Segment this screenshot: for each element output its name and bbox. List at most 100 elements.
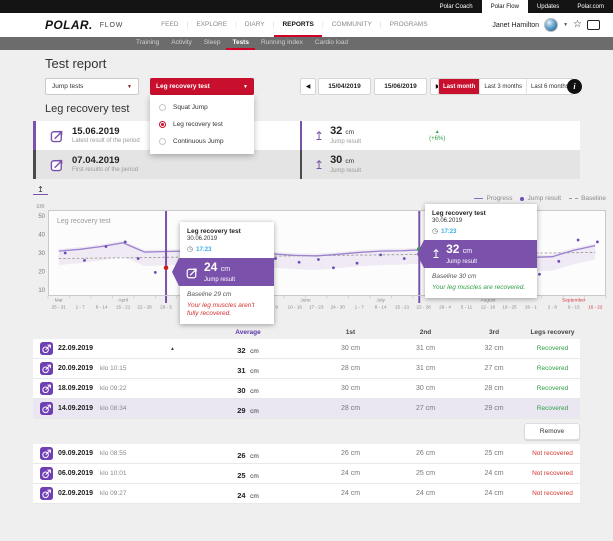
subnav-item-running-index[interactable]: Running Index: [260, 39, 303, 46]
jump-result-arrow-icon: ↥: [431, 247, 442, 261]
baseline-dash-swatch: [569, 198, 579, 199]
third-jump-cell: 32 cm: [484, 345, 504, 352]
jump-test-icon: [40, 402, 53, 415]
subnav-item-activity[interactable]: Activity: [171, 39, 192, 46]
jump-result-dot: [576, 238, 580, 242]
end-date-field[interactable]: 15/06/2019: [374, 78, 427, 95]
nav-item-programs[interactable]: PROGRAMS: [389, 20, 428, 28]
third-jump-cell: 29 cm: [484, 405, 504, 412]
average-cell: 26 cm: [237, 450, 259, 460]
summary-row-latest[interactable]: 15.06.2019 Latest result of the period ↥…: [33, 121, 580, 150]
test-category-value: Jump tests: [52, 83, 84, 90]
nav-item-reports[interactable]: REPORTS: [274, 13, 322, 37]
previous-period-button[interactable]: ◀: [300, 78, 316, 95]
chevron-down-icon: ▼: [243, 83, 248, 90]
radio-icon: [159, 104, 166, 111]
period-summary-card: 15.06.2019 Latest result of the period ↥…: [33, 121, 580, 179]
jump-result-dot: [83, 259, 86, 262]
test-date-cell: 06.09.2019 klo 10:01: [33, 467, 183, 480]
start-date-field[interactable]: 15/04/2019: [318, 78, 371, 95]
table-header-row: Average 1st 2nd 3rd Legs recovery: [33, 325, 580, 339]
preset-last-month[interactable]: Last month: [439, 79, 481, 94]
topbar-tab-polar-coach[interactable]: Polar Coach: [439, 3, 473, 10]
third-jump-cell: 27 cm: [484, 365, 504, 372]
info-icon[interactable]: i: [567, 79, 582, 94]
average-cell: 32 cm: [237, 345, 259, 355]
tooltip-time[interactable]: 17:23: [441, 228, 457, 235]
device-sync-icon[interactable]: [587, 20, 600, 30]
remove-button[interactable]: Remove: [524, 423, 580, 440]
first-jump-cell: 28 cm: [340, 405, 361, 412]
menu-item-label: Leg recovery test: [173, 121, 223, 128]
user-name[interactable]: Janet Hamilton: [492, 21, 540, 29]
sort-asc-icon[interactable]: ▲: [170, 345, 175, 352]
polar-logo[interactable]: POLAR.: [45, 18, 93, 32]
table-gap-row: Remove: [33, 419, 580, 444]
y-tick-label: 50: [38, 214, 45, 220]
table-row[interactable]: 22.09.2019 ▲ 32 cm 30 cm 31 cm 32 cm Recovered: [33, 339, 580, 359]
nav-item-diary[interactable]: DIARY: [244, 20, 265, 28]
chart-legend: Progress Jump result Baseline: [474, 195, 606, 202]
menu-item-squat-jump[interactable]: Squat Jump: [150, 99, 254, 116]
table-row[interactable]: 18.09.2019 klo 09:22 30 cm 30 cm 30 cm 28 cm R…: [33, 379, 580, 399]
table-row[interactable]: 02.09.2019 klo 09:27 24 cm 24 cm 24 cm 24 cm N…: [33, 484, 580, 504]
table-row[interactable]: 06.09.2019 klo 10:01 25 cm 24 cm 25 cm 24 cm N…: [33, 464, 580, 484]
nav-item-community[interactable]: COMMUNITY: [331, 20, 372, 28]
test-category-select[interactable]: Jump tests ▼: [45, 78, 139, 95]
second-jump-cell: 27 cm: [415, 405, 436, 412]
user-avatar[interactable]: [544, 18, 559, 32]
test-date: 20.09.2019: [58, 365, 94, 372]
table-row[interactable]: 14.09.2019 klo 08:34 29 cm 28 cm 27 cm 29 cm R…: [33, 399, 580, 419]
preset-last-3-months[interactable]: Last 3 months: [480, 79, 528, 94]
jump-test-icon: [50, 128, 65, 143]
subnav-item-sleep[interactable]: Sleep: [203, 39, 221, 46]
test-time: klo 09:27: [100, 490, 127, 497]
chevron-down-icon[interactable]: ▼: [563, 22, 569, 28]
preset-last-6-months[interactable]: Last 6 months: [531, 83, 569, 90]
tooltip-time[interactable]: 17:23: [196, 246, 212, 253]
main-nav: FEED | EXPLORE | DIARY | REPORTS | COMMU…: [153, 13, 435, 37]
test-date-cell: 22.09.2019 ▲: [33, 342, 183, 355]
column-header-average[interactable]: Average: [235, 328, 261, 336]
topbar-tab-polar-flow[interactable]: Polar Flow: [481, 0, 528, 13]
test-select-menu: Squat Jump Leg recovery test Continuous …: [150, 95, 254, 154]
column-header-legs-recovery[interactable]: Legs recovery: [530, 328, 575, 336]
topbar-tab-polar-com[interactable]: Polar.com: [577, 3, 604, 10]
month-tick-label: Mar: [55, 298, 64, 304]
topbar-tab-updates[interactable]: Updates: [536, 3, 560, 10]
table-row[interactable]: 09.09.2019 klo 08:55 26 cm 26 cm 26 cm 25 cm N…: [33, 444, 580, 464]
nav-separator: |: [272, 21, 275, 29]
summary-caption: Latest result of the period: [72, 138, 140, 144]
chart-title: Leg recovery test: [57, 218, 111, 225]
menu-item-label: Squat Jump: [173, 104, 208, 111]
jump-result-dot: [355, 261, 359, 265]
nav-separator: |: [379, 21, 382, 29]
table-row[interactable]: 20.09.2019 klo 10:15 31 cm 28 cm 31 cm 27 cm R…: [33, 359, 580, 379]
nav-item-feed[interactable]: FEED: [161, 20, 179, 28]
column-header-2nd[interactable]: 2nd: [419, 328, 432, 336]
week-tick-label: 1 - 7: [355, 305, 365, 310]
test-type-select[interactable]: Leg recovery test ▼: [150, 78, 254, 95]
subnav-item-tests[interactable]: Tests: [226, 37, 255, 50]
menu-item-continuous-jump[interactable]: Continuous Jump: [150, 133, 254, 150]
menu-item-leg-recovery-test[interactable]: Leg recovery test: [150, 116, 254, 133]
column-header-1st[interactable]: 1st: [345, 328, 356, 336]
test-date-cell: 14.09.2019 klo 08:34: [33, 402, 183, 415]
test-time: klo 08:55: [100, 450, 127, 457]
table-group-recovered: 22.09.2019 ▲ 32 cm 30 cm 31 cm 32 cm Recovered…: [33, 339, 580, 419]
summary-row-first[interactable]: 07.04.2019 First results of the period ↥…: [33, 150, 580, 179]
jump-result-dot: [402, 257, 406, 260]
clock-icon: ◷: [187, 246, 194, 253]
column-header-3rd[interactable]: 3rd: [488, 328, 500, 336]
average-cell: 24 cm: [237, 490, 259, 500]
first-jump-cell: 26 cm: [340, 450, 361, 457]
subnav-item-cardio-load[interactable]: Cardio load: [314, 39, 349, 46]
favorites-star-icon[interactable]: ☆: [573, 19, 582, 30]
jump-result-dot: [104, 245, 108, 248]
subnav-item-training[interactable]: Training: [136, 39, 160, 46]
second-jump-cell: 25 cm: [415, 470, 436, 477]
tooltip-message: Your leg muscles aren't fully recovered.: [187, 302, 255, 317]
jump-result-banner: 24 cm Jump result: [172, 258, 274, 286]
nav-item-explore[interactable]: EXPLORE: [196, 20, 228, 28]
tooltip-value-label: Jump result: [204, 277, 236, 283]
